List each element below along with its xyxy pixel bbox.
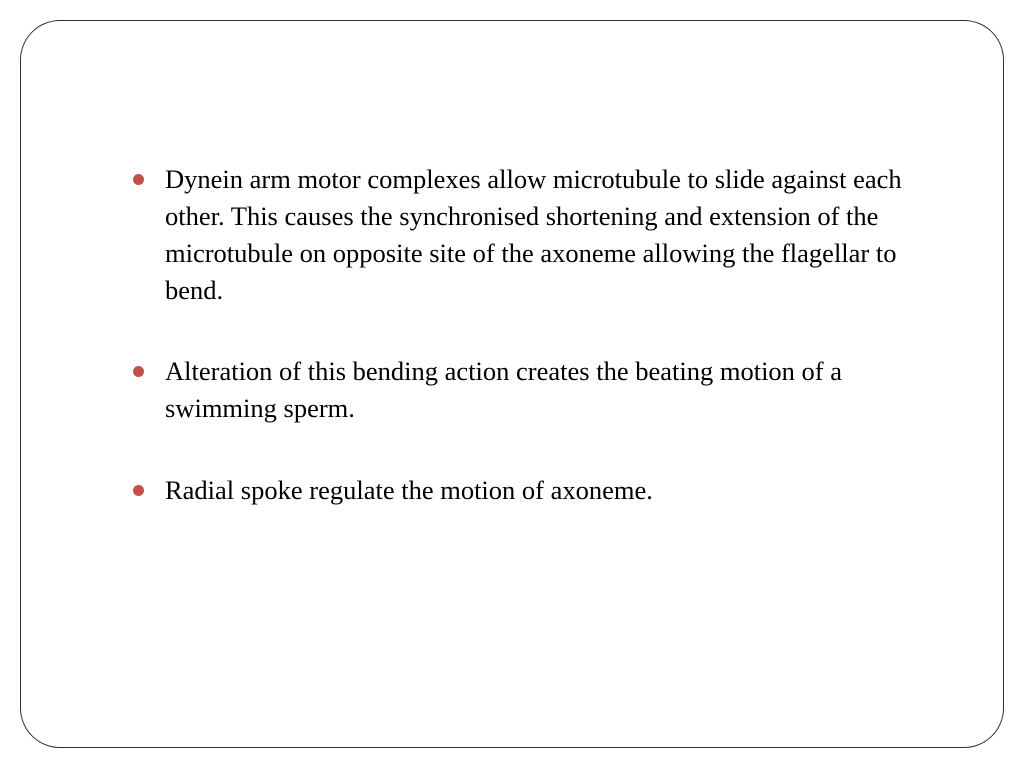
bullet-item: Alteration of this bending action create… bbox=[131, 353, 913, 427]
bullet-item: Radial spoke regulate the motion of axon… bbox=[131, 472, 913, 509]
bullet-list: Dynein arm motor complexes allow microtu… bbox=[131, 161, 913, 509]
slide-frame: Dynein arm motor complexes allow microtu… bbox=[20, 20, 1004, 748]
bullet-text: Radial spoke regulate the motion of axon… bbox=[165, 475, 653, 505]
bullet-text: Alteration of this bending action create… bbox=[165, 356, 842, 423]
bullet-text: Dynein arm motor complexes allow microtu… bbox=[165, 164, 902, 305]
bullet-item: Dynein arm motor complexes allow microtu… bbox=[131, 161, 913, 309]
